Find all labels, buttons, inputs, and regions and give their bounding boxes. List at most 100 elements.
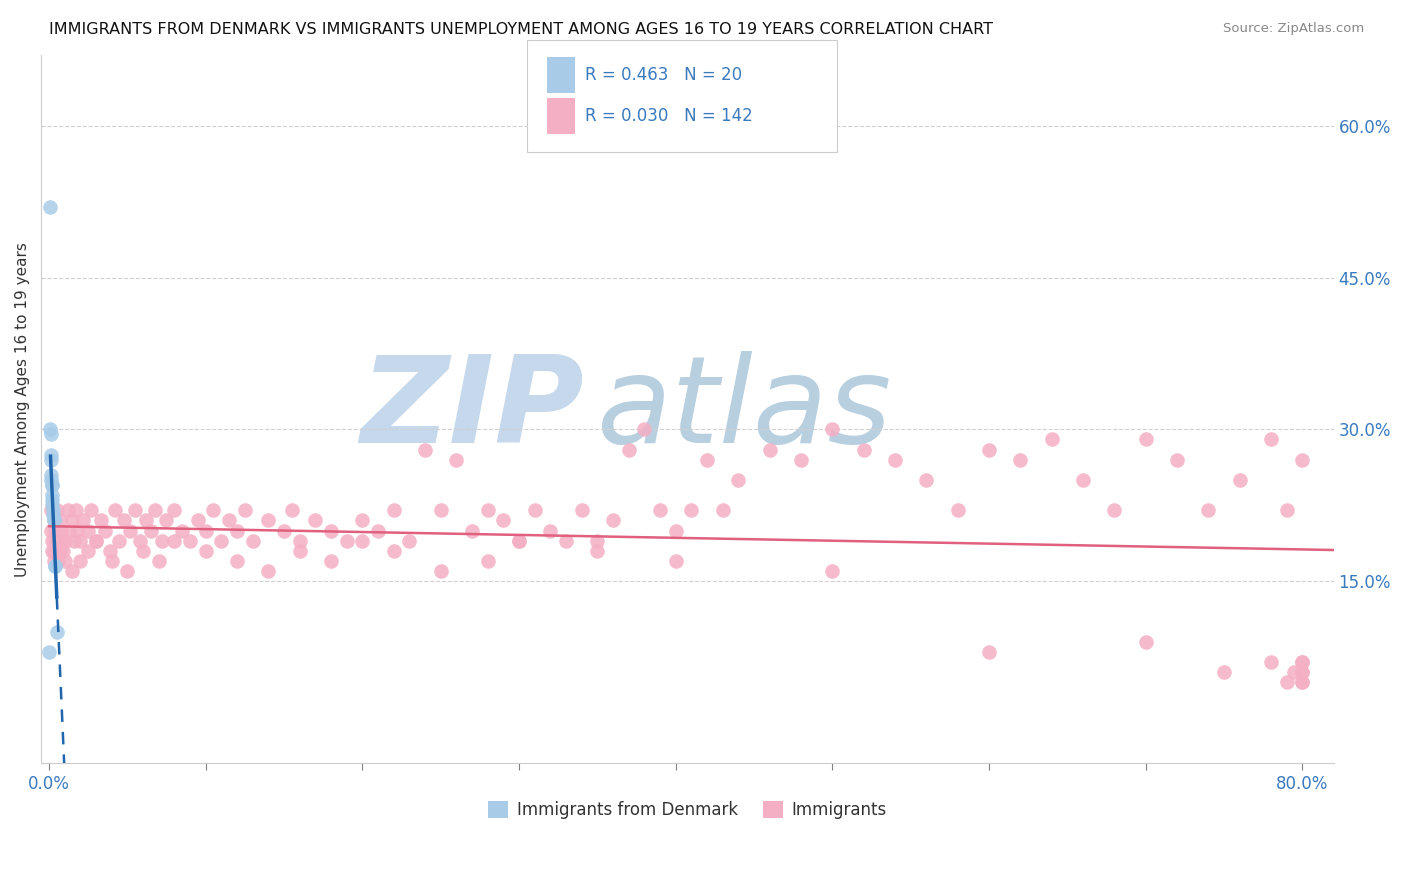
Point [226,554,249,568]
Point [39,467,62,482]
Point [915,473,938,487]
Point [135,513,157,527]
Point [226,524,249,538]
Point [44,558,66,573]
Point [41,473,63,487]
Point [139,524,162,538]
Point [41,503,63,517]
Point [45,503,67,517]
Point [41,478,63,492]
Point [90,513,112,527]
Point [202,503,225,517]
Point [39,448,62,462]
Point [382,543,405,558]
Point [45,624,67,639]
Point [42,513,65,527]
Point [711,503,734,517]
Point [124,503,146,517]
Point [53,533,76,548]
Point [44,524,66,538]
Point [461,524,484,538]
Point [508,533,530,548]
Point [62,564,84,578]
Point [1284,665,1306,679]
Point [586,543,609,558]
Point [42,513,65,527]
Point [209,533,232,548]
Point [257,513,280,527]
Point [555,533,578,548]
Point [77,543,100,558]
Point [446,452,468,467]
Text: R = 0.463   N = 20: R = 0.463 N = 20 [585,66,742,84]
Point [46,554,69,568]
Point [1229,473,1251,487]
Point [727,473,749,487]
Point [44,558,66,573]
Point [1260,433,1282,447]
Point [42,543,65,558]
Point [132,543,155,558]
Point [84,533,107,548]
Point [98,543,121,558]
Point [49,543,72,558]
Y-axis label: Unemployment Among Ages 16 to 19 years: Unemployment Among Ages 16 to 19 years [15,242,30,576]
Point [477,554,499,568]
Point [1275,503,1298,517]
Point [336,533,359,548]
Point [58,524,80,538]
Point [77,524,100,538]
Point [1291,665,1313,679]
Point [100,554,122,568]
Point [39,427,62,442]
Point [586,533,609,548]
Point [52,543,75,558]
Text: IMMIGRANTS FROM DENMARK VS IMMIGRANTS UNEMPLOYMENT AMONG AGES 16 TO 19 YEARS COR: IMMIGRANTS FROM DENMARK VS IMMIGRANTS UN… [49,22,993,37]
Point [821,422,844,436]
Point [273,524,295,538]
Point [304,513,326,527]
Point [681,503,703,517]
Point [39,524,62,538]
Point [45,533,67,548]
Point [1275,675,1298,690]
Point [477,503,499,517]
Point [602,513,624,527]
Point [112,513,135,527]
Point [69,533,91,548]
Point [39,200,62,214]
Point [665,524,688,538]
Point [429,564,451,578]
Point [242,533,264,548]
Point [155,513,177,527]
Point [39,503,62,517]
Point [172,524,194,538]
Point [42,513,65,527]
Point [42,508,65,523]
Point [790,452,813,467]
Point [648,503,671,517]
Point [233,503,256,517]
Text: Source: ZipAtlas.com: Source: ZipAtlas.com [1223,22,1364,36]
Point [108,533,131,548]
Point [288,543,311,558]
Point [508,533,530,548]
Point [1213,665,1236,679]
Point [1291,655,1313,669]
Legend: Immigrants from Denmark, Immigrants: Immigrants from Denmark, Immigrants [482,794,893,826]
Point [148,554,170,568]
Point [120,524,142,538]
Point [51,533,73,548]
Point [1291,675,1313,690]
Point [977,645,1000,659]
Point [45,543,67,558]
Point [41,533,63,548]
Point [41,543,63,558]
Point [51,524,73,538]
Point [633,422,655,436]
Point [66,524,89,538]
Point [1166,452,1188,467]
Point [39,452,62,467]
Point [1010,452,1032,467]
Text: ZIP: ZIP [360,351,583,467]
